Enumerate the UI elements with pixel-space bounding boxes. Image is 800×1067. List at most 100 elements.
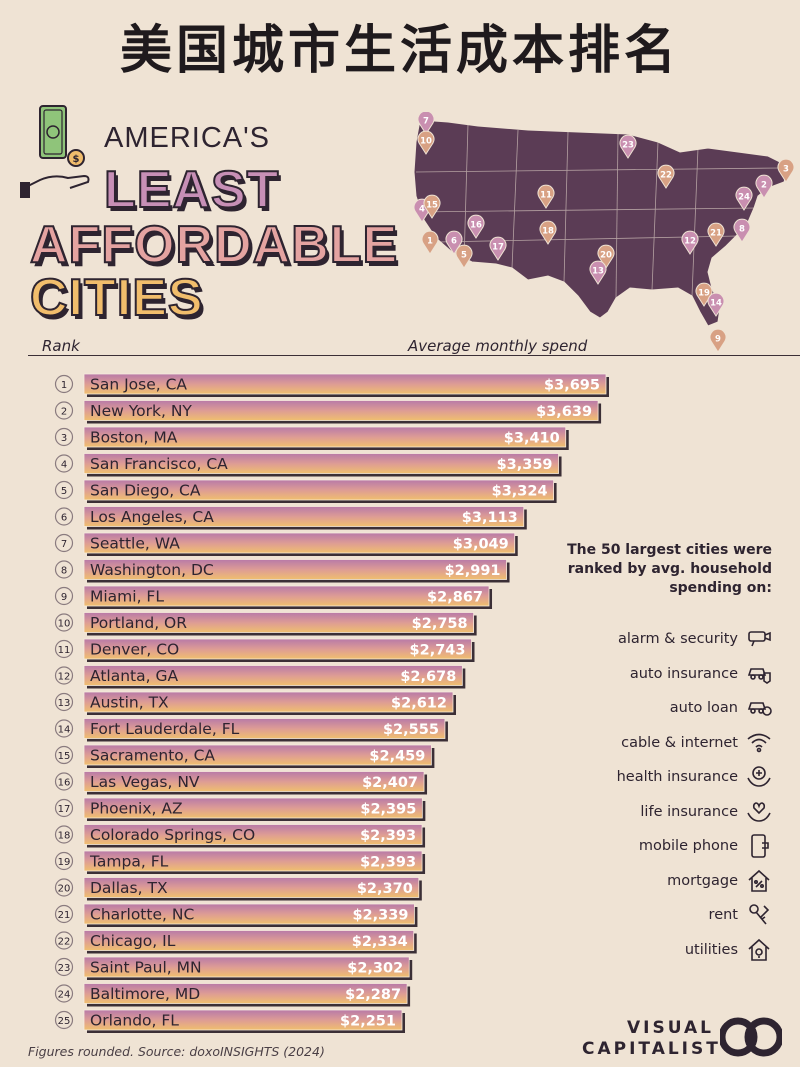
- rank-label: 5: [61, 486, 67, 497]
- rank-label: 9: [61, 592, 67, 603]
- bar: [83, 744, 432, 766]
- rank-label: 20: [58, 884, 71, 895]
- bar-row: 5 San Diego, CA $3,324: [54, 479, 557, 503]
- bar: [83, 532, 516, 554]
- map-marker-label: 5: [461, 251, 467, 261]
- value-label: $2,459: [369, 749, 425, 765]
- map-marker-icon: 24: [735, 186, 753, 211]
- rank-label: 14: [58, 725, 71, 736]
- us-map-shape: [413, 119, 789, 327]
- city-label: Miami, FL: [90, 588, 164, 606]
- map-marker-icon: 16: [467, 214, 485, 239]
- city-label: Orlando, FL: [90, 1012, 179, 1030]
- rank-circle: [54, 719, 74, 738]
- bar: [83, 638, 472, 660]
- bar-row: 25 Orlando, FL $2,251: [54, 1009, 406, 1033]
- map-marker-label: 7: [423, 117, 429, 127]
- city-label: Dallas, TX: [90, 879, 168, 897]
- value-label: $3,049: [453, 537, 509, 553]
- bar-row: 23 Saint Paul, MN $2,302: [54, 956, 413, 980]
- spending-category-item: health insurance: [560, 760, 772, 795]
- rank-label: 11: [58, 645, 71, 656]
- bar-row: 24 Baltimore, MD $2,287: [54, 983, 411, 1007]
- rank-label: 8: [61, 566, 67, 577]
- value-label: $3,695: [544, 378, 600, 394]
- map-marker-icon: 9: [709, 328, 727, 352]
- city-label: New York, NY: [90, 402, 192, 420]
- value-label: $2,287: [345, 987, 401, 1003]
- map-marker-label: 20: [600, 251, 612, 261]
- rank-circle: [54, 904, 74, 924]
- spending-category-list: alarm & security auto insurance auto loan c…: [560, 622, 772, 967]
- rank-label: 25: [58, 1016, 71, 1027]
- city-label: Baltimore, MD: [90, 985, 200, 1003]
- car-shield-icon: [747, 667, 771, 684]
- bar: [83, 665, 463, 686]
- value-label: $2,758: [412, 616, 468, 632]
- city-label: Phoenix, AZ: [90, 800, 183, 818]
- bar-chart: 1 San Jose, CA $3,695 2 New York, NY $3,639 3 B…: [54, 373, 609, 1033]
- title-line-affordable: AFFORDABLE: [29, 215, 399, 275]
- bar: [83, 956, 410, 978]
- spending-category-item: life insurance: [560, 795, 772, 830]
- bar-row: 2 New York, NY $3,639: [54, 400, 602, 424]
- value-label: $2,407: [362, 775, 418, 791]
- bar: [83, 479, 554, 501]
- spending-category-label: cable & internet: [621, 734, 738, 751]
- map-marker-icon: 13: [589, 260, 607, 285]
- city-label: Austin, TX: [90, 694, 169, 712]
- rank-circle: [54, 745, 74, 765]
- spending-category-label: utilities: [684, 941, 738, 958]
- wifi-icon: [747, 733, 771, 753]
- map-marker-label: 1: [427, 237, 433, 247]
- rank-circle: [54, 798, 74, 818]
- spending-category-item: mobile phone: [560, 829, 772, 864]
- value-label: $3,639: [536, 404, 592, 420]
- phone-icon: [751, 834, 769, 859]
- svg-text:$: $: [73, 154, 80, 165]
- map-marker-icon: 23: [619, 134, 637, 159]
- city-label: Denver, CO: [90, 641, 179, 659]
- bar: [83, 400, 599, 421]
- spending-category-label: mobile phone: [638, 838, 738, 855]
- rank-label: 7: [61, 539, 67, 550]
- bar: [83, 559, 507, 580]
- bar-row: 20 Dallas, TX $2,370: [54, 877, 422, 901]
- rank-column-header: Rank: [42, 337, 80, 355]
- map-marker-icon: 22: [657, 164, 675, 189]
- bar-row: 8 Washington, DC $2,991: [54, 559, 510, 583]
- value-label: $2,991: [445, 563, 501, 579]
- map-marker-label: 2: [761, 181, 767, 191]
- source-note: Figures rounded. Source: doxoINSIGHTS (2…: [28, 1044, 325, 1059]
- bar-row: 6 Los Angeles, CA $3,113: [54, 506, 527, 530]
- bar-row: 14 Fort Lauderdale, FL $2,555: [54, 718, 448, 742]
- value-label: $2,334: [352, 934, 408, 950]
- value-label: $2,302: [347, 961, 403, 977]
- rank-circle: [54, 560, 74, 579]
- title-line-americas: AMERICA'S: [104, 122, 271, 154]
- spending-category-label: health insurance: [616, 769, 738, 786]
- city-label: Sacramento, CA: [90, 747, 215, 765]
- map-marker-icon: 14: [707, 292, 725, 317]
- bar-row: 19 Tampa, FL $2,393: [54, 850, 426, 874]
- map-marker-icon: 5: [455, 244, 473, 269]
- spending-category-item: alarm & security: [560, 622, 772, 657]
- bar-row: 15 Sacramento, CA $2,459: [54, 744, 435, 768]
- rank-circle: [54, 878, 74, 897]
- map-marker-icon: 6: [445, 230, 463, 255]
- value-label: $2,393: [360, 828, 416, 844]
- rank-circle: [54, 454, 74, 473]
- hand-heart-icon: [747, 801, 771, 822]
- bar: [83, 506, 525, 527]
- value-label: $2,743: [410, 643, 466, 659]
- value-label: $3,113: [462, 510, 518, 526]
- bar-row: 7 Seattle, WA $3,049: [54, 532, 518, 556]
- rank-circle: [54, 957, 74, 977]
- map-marker-icon: 19: [695, 282, 713, 307]
- title-line-least: LEAST: [103, 160, 280, 220]
- bar: [83, 877, 420, 898]
- header-divider: [28, 355, 800, 356]
- rank-label: 15: [58, 751, 71, 762]
- rank-circle: [54, 772, 74, 791]
- map-marker-icon: 8: [733, 218, 751, 243]
